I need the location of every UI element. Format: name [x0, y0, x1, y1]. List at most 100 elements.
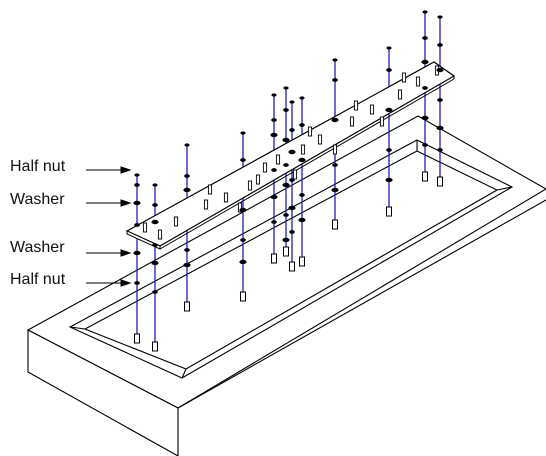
callout-half-nut-top: Half nut [10, 158, 66, 175]
half-nut [386, 148, 392, 152]
plate-slot [157, 229, 163, 240]
washer [436, 125, 444, 131]
rod-tip [240, 131, 246, 135]
rod-tip [134, 173, 140, 177]
rod-end [283, 246, 289, 257]
callout-half-nut-bottom: Half nut [10, 271, 66, 288]
half-nut [152, 290, 158, 294]
plate-slot [203, 199, 209, 210]
washer [288, 205, 296, 211]
washer [151, 260, 159, 266]
plate-slot [300, 144, 306, 155]
plate-slot [415, 76, 421, 87]
template-plate [125, 61, 456, 250]
rod-end [271, 253, 277, 264]
washer [298, 157, 306, 163]
half-nut [332, 163, 338, 167]
washer [421, 115, 429, 121]
rod-tip [283, 86, 289, 90]
plate-slot [379, 116, 385, 127]
plate-slot [247, 180, 253, 191]
rod-tip [184, 143, 190, 147]
half-nut [152, 203, 158, 207]
plate-slot [307, 126, 313, 137]
rod-end [299, 256, 305, 267]
half-nut [283, 163, 289, 167]
rod-end [134, 333, 140, 344]
half-nut [283, 213, 289, 217]
washer [239, 207, 247, 213]
half-nut [184, 248, 190, 252]
half-nut [271, 220, 277, 224]
half-nut [289, 178, 295, 182]
half-nut [289, 230, 295, 234]
half-nut [240, 238, 246, 242]
plate-slot [142, 222, 148, 233]
half-nut [289, 128, 295, 132]
rod-tip [437, 15, 443, 19]
half-nut [332, 78, 338, 82]
half-nut [184, 174, 190, 178]
washer [282, 237, 290, 243]
upper-hardware [133, 36, 444, 294]
washer [282, 137, 290, 143]
half-nut [134, 281, 140, 285]
washer [282, 182, 290, 188]
rod-end [437, 176, 443, 187]
half-nut [283, 108, 289, 112]
washer [288, 149, 296, 155]
half-nut [152, 243, 158, 247]
callout-washer-top: Washer [10, 191, 65, 208]
washer [270, 132, 278, 138]
half-nut [437, 148, 443, 152]
rod-end [184, 301, 190, 312]
plate-slot [332, 144, 338, 155]
plate-slot [255, 174, 261, 185]
rod-end [240, 291, 246, 302]
washer [436, 67, 444, 73]
washer [270, 194, 278, 200]
rod-end [289, 261, 295, 272]
washer [385, 177, 393, 183]
rod-tip [271, 93, 277, 97]
washer [239, 259, 247, 265]
washer [133, 250, 141, 256]
rod-end [332, 219, 338, 230]
base-block [26, 115, 546, 456]
plate-slot [401, 72, 407, 83]
plate-slot [349, 116, 355, 127]
washer [151, 219, 159, 225]
rod-tip [386, 46, 392, 50]
washer [183, 187, 191, 193]
plate-slot [207, 184, 213, 195]
plate-slot [173, 216, 179, 227]
plate-slot [262, 162, 268, 173]
half-nut [422, 36, 428, 40]
half-nut [240, 158, 246, 162]
half-nut [437, 43, 443, 47]
half-nut [422, 143, 428, 147]
half-nut [271, 118, 277, 122]
washer [331, 187, 339, 193]
plate-slot [237, 202, 243, 213]
rod-tip [152, 183, 158, 187]
washer [183, 262, 191, 268]
half-nut [422, 86, 428, 90]
half-nut [134, 223, 140, 227]
half-nut [299, 193, 305, 197]
half-nut [271, 168, 277, 172]
plate-slot [317, 134, 323, 145]
rod-tip [299, 96, 305, 100]
rod-tip [332, 58, 338, 62]
callout-washer-bottom: Washer [10, 239, 65, 256]
half-nut [134, 183, 140, 187]
plate-slot [397, 89, 403, 100]
washer [421, 59, 429, 65]
plate-slot [223, 192, 229, 203]
half-nut [386, 68, 392, 72]
washer [385, 107, 393, 113]
callout-arrows [86, 166, 132, 287]
washer [298, 217, 306, 223]
washer [133, 200, 141, 206]
